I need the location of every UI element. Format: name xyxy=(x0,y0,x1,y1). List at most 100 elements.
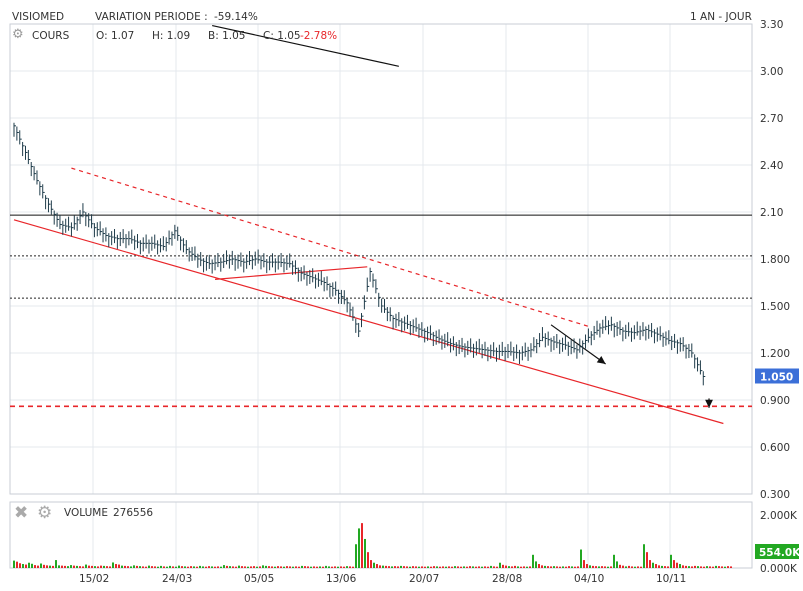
volume-bar xyxy=(547,566,549,568)
volume-bar xyxy=(559,566,561,568)
volume-bar xyxy=(298,566,300,568)
volume-bar xyxy=(100,565,102,568)
series-label: COURS xyxy=(32,30,70,42)
volume-bar xyxy=(421,566,423,568)
volume-bar xyxy=(388,566,390,568)
volume-bar xyxy=(586,564,588,568)
volume-bar xyxy=(223,565,225,568)
volume-bar xyxy=(379,565,381,568)
volume-bar xyxy=(22,564,24,568)
volume-bar xyxy=(250,566,252,568)
volume-bar xyxy=(193,566,195,568)
volume-bar xyxy=(316,566,318,568)
volume-bar xyxy=(247,566,249,568)
volume-bar xyxy=(349,566,351,568)
volume-bar xyxy=(202,566,204,568)
volume-bar xyxy=(136,565,138,568)
high-value: H: 1.09 xyxy=(152,30,191,42)
x-tick-label: 05/05 xyxy=(244,573,274,585)
volume-bar xyxy=(508,566,510,568)
volume-bar xyxy=(484,566,486,568)
volume-bar xyxy=(451,566,453,568)
volume-bar xyxy=(511,566,513,568)
close-value: C: 1.05 xyxy=(263,30,301,42)
volume-bar xyxy=(385,565,387,568)
y-tick-label: 0.600 xyxy=(760,442,790,454)
y-tick-label: 2.10 xyxy=(760,207,783,219)
volume-bar xyxy=(469,566,471,568)
trendline xyxy=(71,167,589,327)
volume-bar xyxy=(460,566,462,568)
y-tick-label: 2.40 xyxy=(760,160,783,172)
volume-bar xyxy=(274,566,276,568)
volume-bar xyxy=(583,560,585,568)
x-tick-label: 24/03 xyxy=(162,573,192,585)
volume-bar xyxy=(343,566,345,568)
volume-bar xyxy=(151,566,153,568)
volume-bar xyxy=(442,566,444,568)
volume-bar xyxy=(139,566,141,568)
volume-bar xyxy=(652,562,654,568)
volume-bar xyxy=(118,564,120,568)
volume-bar xyxy=(589,565,591,568)
volume-bar xyxy=(565,566,567,568)
volume-bar xyxy=(133,565,135,568)
volume-bar xyxy=(361,523,363,568)
volume-bar xyxy=(382,565,384,568)
settings-gear-icon[interactable]: ⚙ xyxy=(12,27,24,42)
y-tick-label: 0.300 xyxy=(760,489,790,501)
volume-bar xyxy=(655,564,657,568)
volume-bar xyxy=(406,566,408,568)
volume-bar xyxy=(433,566,435,568)
volume-bar xyxy=(628,565,630,568)
volume-bar xyxy=(517,566,519,568)
volume-bar xyxy=(124,565,126,568)
volume-bar xyxy=(55,560,57,568)
volume-bar xyxy=(415,566,417,568)
volume-bar xyxy=(64,565,66,568)
volume-bar xyxy=(142,566,144,568)
volume-bar xyxy=(226,565,228,568)
volume-bar xyxy=(706,566,708,568)
volume-bar xyxy=(475,566,477,568)
volume-bar xyxy=(493,566,495,568)
volume-bar xyxy=(436,566,438,568)
volume-bar xyxy=(76,565,78,568)
close-icon[interactable]: ✖ xyxy=(14,503,29,523)
volume-bar xyxy=(622,565,624,568)
volume-bar xyxy=(727,566,729,568)
volume-bar xyxy=(700,566,702,568)
volume-bar xyxy=(301,565,303,568)
volume-bar xyxy=(97,566,99,568)
volume-bar xyxy=(352,566,354,568)
volume-bar xyxy=(187,566,189,568)
volume-bar xyxy=(148,565,150,568)
volume-bar xyxy=(172,566,174,568)
volume-bar xyxy=(271,566,273,568)
volume-bar xyxy=(529,566,531,568)
y-tick-label: 1.500 xyxy=(760,301,790,313)
volume-bar xyxy=(73,565,75,568)
volume-gear-icon[interactable]: ⚙ xyxy=(37,503,53,523)
volume-bar xyxy=(424,566,426,568)
change-value: -2.78% xyxy=(300,30,338,42)
trendline xyxy=(13,219,724,425)
value-badges: 1.050 554.0K xyxy=(755,368,801,559)
arrow-head xyxy=(596,356,606,364)
volume-bar xyxy=(211,566,213,568)
volume-bar xyxy=(85,564,87,568)
volume-bar xyxy=(25,564,27,568)
volume-bar xyxy=(169,565,171,568)
volume-bar xyxy=(691,566,693,568)
volume-bar xyxy=(175,566,177,568)
volume-bar xyxy=(490,565,492,568)
volume-bar xyxy=(61,565,63,568)
volume-bar xyxy=(685,565,687,568)
volume-bar xyxy=(394,566,396,568)
trendline xyxy=(214,266,368,280)
volume-bar xyxy=(49,565,51,568)
period-selector[interactable]: 1 AN - JOUR xyxy=(690,11,752,23)
volume-bar xyxy=(292,566,294,568)
arrow-head xyxy=(705,399,713,408)
volume-bar xyxy=(115,564,117,568)
